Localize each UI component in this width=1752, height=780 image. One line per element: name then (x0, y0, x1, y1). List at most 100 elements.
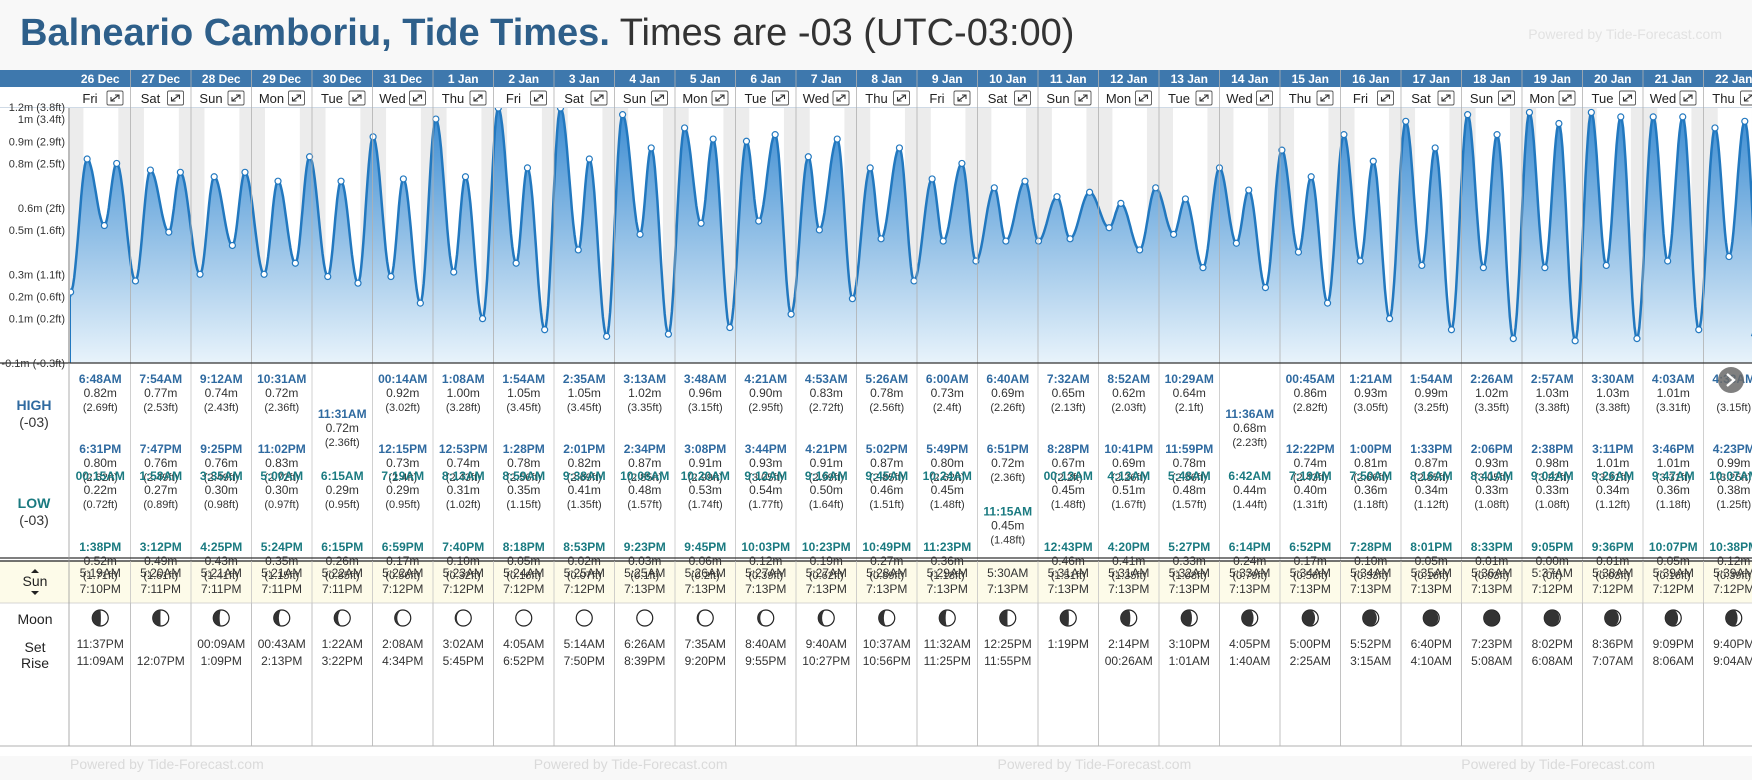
low-tide-height-ft: (0.97ft) (264, 499, 299, 511)
high-tide-point (432, 115, 440, 123)
expand-icon[interactable] (1740, 90, 1752, 106)
high-tide-time: 3:30AM (1591, 372, 1634, 386)
y-tick-label: 0.8m (2.5ft) (9, 158, 65, 170)
low-tide-time: 8:59AM (502, 469, 545, 483)
low-tide-height-m: 0.27m (870, 554, 903, 568)
moon-shadow (1604, 610, 1619, 626)
low-tide-height-m: 0.48m (628, 483, 661, 497)
high-tide-point (1617, 113, 1625, 121)
high-tide-height-ft: (2.69ft) (83, 402, 118, 414)
moonrise-time: 11:55PM (984, 654, 1031, 668)
low-tide-height-ft: (1.57ft) (627, 499, 662, 511)
moon-shadow (1362, 610, 1377, 626)
moonrise-time: 10:27PM (802, 654, 850, 668)
sunset-time: 7:11PM (201, 582, 241, 596)
low-tide-time: 8:13AM (442, 469, 485, 483)
moon-shadow (1060, 610, 1069, 626)
low-tide-height-m: 0.02m (568, 554, 601, 568)
low-tide-time: 7:50AM (1349, 469, 1392, 483)
expand-arrows (1078, 94, 1088, 102)
low-tide-height-m: 0.17m (1294, 554, 1327, 568)
weekday-label: Tue (745, 91, 767, 106)
footer-watermark: Powered by Tide-Forecast.com (70, 756, 264, 772)
high-tide-height-ft: (2.99ft) (809, 472, 844, 484)
low-tide-point (228, 241, 236, 250)
high-tide-time: 2:26AM (1470, 372, 1513, 386)
date-label: 17 Jan (1413, 72, 1450, 86)
high-tide-point (742, 137, 751, 145)
low-tide-height-ft: (1.18ft) (1656, 499, 1691, 511)
weekday-label: Mon (1106, 91, 1131, 106)
high-tide-height-m: 0.65m (1052, 386, 1085, 400)
expand-arrows (1743, 94, 1752, 102)
low-tide-time: 9:26AM (1591, 469, 1634, 483)
low-tide-height-m: 0.24m (1233, 554, 1266, 568)
expand-arrows (473, 94, 483, 102)
high-tide-time: 7:54AM (139, 372, 182, 386)
high-tide-height-ft: (3.25ft) (1716, 472, 1751, 484)
sunrise-time: 5:26AM (685, 566, 726, 580)
low-tide-point (1479, 264, 1487, 272)
footer-watermark: Powered by Tide-Forecast.com (1461, 756, 1655, 772)
low-tide-height-m: 0.01m (1596, 554, 1629, 568)
y-tick-label: 0.6m (2ft) (18, 203, 65, 215)
low-tide-height-m: 0.33m (1475, 483, 1508, 497)
weekday-label: Mon (682, 91, 707, 106)
date-label: 11 Jan (1050, 72, 1087, 86)
low-tide-height-m: 0.35m (265, 554, 298, 568)
high-tide-point (709, 135, 717, 143)
moon-phase-icon (575, 609, 593, 627)
moonrise-time: 3:22PM (322, 654, 363, 668)
low-tide-time: 8:33PM (1471, 540, 1513, 554)
sunrise-time: 5:29AM (927, 566, 968, 580)
high-tide-height-ft: (3.05ft) (1353, 402, 1388, 414)
high-tide-time: 1:00PM (1350, 442, 1392, 456)
high-tide-height-ft: (2.03ft) (1111, 402, 1146, 414)
weekday-label: Sun (199, 91, 222, 106)
low-tide-height-m: 0.46m (1052, 554, 1085, 568)
low-tide-height-ft: (1.48ft) (1051, 499, 1086, 511)
low-tide-point (478, 315, 487, 323)
high-tide-time: 7:47PM (140, 442, 182, 456)
moon-shadow (1423, 610, 1439, 626)
low-tide-point (1199, 264, 1207, 272)
weekday-label: Sat (1411, 91, 1431, 106)
low-tide-height-ft: (1.15ft) (506, 499, 541, 511)
low-tide-time: 1:58AM (139, 469, 182, 483)
sunset-time: 7:11PM (262, 582, 302, 596)
high-tide-point (494, 108, 502, 112)
low-tide-height-m: 0.41m (568, 483, 601, 497)
date-label: 20 Jan (1594, 72, 1631, 86)
moon-shadow (939, 610, 948, 626)
high-tide-height-m: 0.91m (810, 456, 843, 470)
low-tide-height-m: 0.30m (205, 483, 238, 497)
high-tide-height-m: 0.73m (931, 386, 964, 400)
expand-arrows (1441, 94, 1451, 102)
y-tick-label: 0.5m (1.6ft) (9, 225, 65, 237)
low-tide-height-ft: (0.2ft) (691, 570, 720, 582)
low-tide-height-m: 0.10m (447, 554, 480, 568)
high-tide-time: 3:44PM (745, 442, 787, 456)
low-tide-height-m: 0.29m (386, 483, 419, 497)
expand-arrows (1320, 94, 1330, 102)
low-tide-height-ft: (0.56ft) (1293, 570, 1328, 582)
high-tide-height-m: 0.87m (870, 456, 903, 470)
low-tide-time: 11:15AM (983, 505, 1032, 519)
high-tide-height-ft: (2.36ft) (990, 472, 1025, 484)
moon-shadow (213, 610, 222, 626)
powered-by-watermark: Powered by Tide-Forecast.com (1528, 26, 1722, 42)
high-tide-point (895, 144, 904, 152)
high-tide-height-ft: (3.05ft) (748, 472, 783, 484)
weekday-label: Tue (1168, 91, 1190, 106)
high-tide-time: 3:11PM (1592, 442, 1633, 456)
high-tide-point (556, 108, 565, 112)
moon-shadow (1302, 610, 1316, 626)
high-tide-point (680, 124, 689, 132)
high-tide-point (1464, 111, 1472, 119)
low-tide-height-ft: (1.74ft) (688, 499, 723, 511)
high-tide-time: 6:51PM (987, 442, 1029, 456)
low-tide-height-ft: (0.16ft) (1414, 570, 1449, 582)
scroll-right-button[interactable] (1718, 367, 1744, 393)
moonrise-time: 1:40AM (1229, 654, 1270, 668)
expand-arrows (533, 94, 544, 102)
